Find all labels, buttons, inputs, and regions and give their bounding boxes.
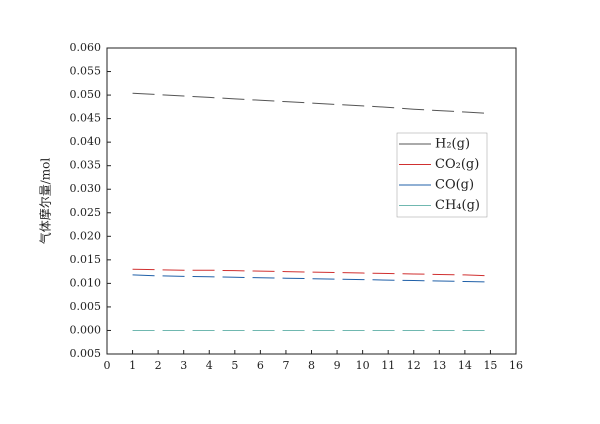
y-tick-label: 0.050 [70,88,102,101]
y-tick-label: 0.010 [70,276,102,289]
legend-label: CO₂(g) [435,157,479,172]
x-tick-label: 15 [483,359,497,372]
x-tick-label: 14 [458,359,472,372]
y-tick-label: 0.015 [70,253,102,266]
x-tick-label: 2 [155,359,162,372]
legend-label: H₂(g) [435,137,470,152]
y-tick-label: 0.045 [70,112,102,125]
y-tick-label: 0.035 [70,159,102,172]
y-tick-label: 0.040 [70,135,102,148]
x-tick-label: 3 [180,359,187,372]
legend-label: CH₄(g) [435,198,480,213]
y-axis-label: 气体摩尔量/mol [38,158,53,245]
y-tick-label: 0.055 [70,65,102,78]
x-tick-label: 11 [381,359,395,372]
x-tick-label: 1 [129,359,136,372]
y-tick-label: 0.000 [70,323,102,336]
x-tick-label: 10 [356,359,370,372]
x-tick-label: 13 [432,359,446,372]
x-tick-label: 8 [308,359,315,372]
x-tick-label: 9 [334,359,341,372]
y-tick-label: 0.030 [70,182,102,195]
x-tick-label: 12 [407,359,421,372]
x-tick-label: 7 [282,359,289,372]
legend-label: CO(g) [435,178,474,193]
series-line [132,92,491,114]
y-tick-label: 0.060 [70,41,102,54]
y-tick-label: 0.005 [70,347,102,360]
x-tick-label: 6 [257,359,264,372]
y-tick-label: 0.005 [70,300,102,313]
legend-box [396,132,488,218]
x-tick-label: 0 [104,359,111,372]
x-tick-label: 5 [231,359,238,372]
series-line [132,268,491,277]
y-tick-label: 0.020 [70,229,102,242]
series-line [132,274,491,283]
x-tick-label: 16 [509,359,523,372]
y-tick-label: 0.025 [70,206,102,219]
x-tick-label: 4 [206,359,213,372]
